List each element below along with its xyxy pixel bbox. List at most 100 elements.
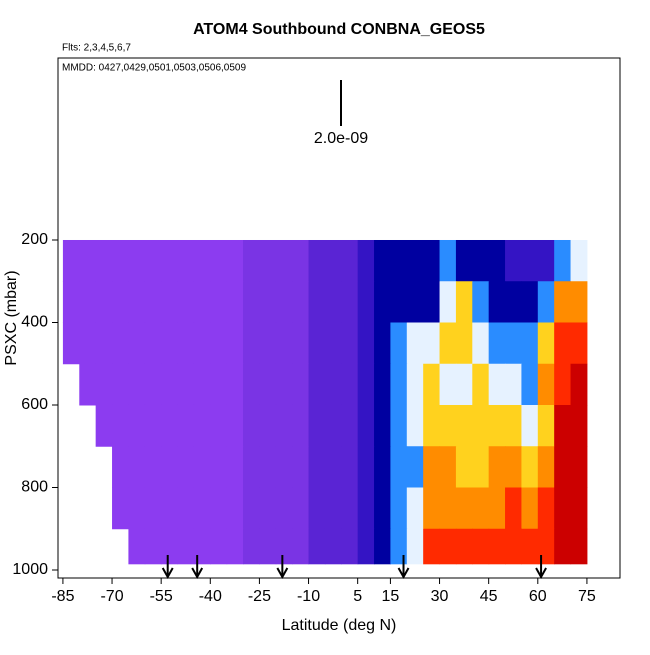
arrow-head bbox=[161, 567, 174, 580]
cell bbox=[79, 281, 97, 323]
cell bbox=[193, 446, 211, 488]
cell bbox=[292, 446, 310, 488]
cell bbox=[439, 404, 457, 447]
cell bbox=[537, 322, 555, 365]
y-tick-label: 600 bbox=[21, 396, 48, 413]
cell bbox=[357, 487, 375, 530]
cell bbox=[324, 281, 342, 323]
cell bbox=[472, 487, 490, 530]
cell bbox=[390, 446, 408, 488]
cell bbox=[390, 239, 408, 282]
cell bbox=[308, 404, 326, 447]
cell bbox=[259, 281, 277, 323]
cell bbox=[177, 446, 195, 488]
cell bbox=[177, 363, 195, 406]
cell bbox=[374, 281, 391, 323]
cell bbox=[95, 363, 113, 406]
cell bbox=[177, 487, 195, 530]
cell bbox=[357, 322, 375, 365]
cell bbox=[275, 363, 293, 406]
cell bbox=[193, 363, 211, 406]
annotation: MMDD: 0427,0429,0501,0503,0506,0509 bbox=[62, 63, 246, 74]
cell bbox=[521, 446, 539, 488]
cell bbox=[521, 239, 539, 282]
cell bbox=[357, 281, 375, 323]
cell bbox=[488, 322, 506, 365]
cell bbox=[128, 281, 146, 323]
cell bbox=[357, 239, 375, 282]
cell bbox=[308, 528, 326, 565]
cell bbox=[275, 322, 293, 365]
heatmap bbox=[62, 239, 588, 565]
cell bbox=[193, 487, 211, 530]
cell bbox=[537, 446, 555, 488]
x-tick-label: -85 bbox=[51, 588, 74, 605]
chart-title: ATOM4 Southbound CONBNA_GEOS5 bbox=[193, 21, 485, 38]
cell bbox=[177, 322, 195, 365]
cell bbox=[324, 487, 342, 530]
cell bbox=[62, 322, 80, 365]
cell bbox=[423, 281, 441, 323]
cell bbox=[472, 528, 490, 565]
cell bbox=[292, 322, 310, 365]
cell bbox=[521, 528, 539, 565]
cell bbox=[521, 322, 539, 365]
cell bbox=[374, 404, 391, 447]
y-tick-label: 200 bbox=[21, 231, 48, 248]
cell bbox=[406, 446, 424, 488]
cell bbox=[210, 281, 228, 323]
cell bbox=[112, 239, 129, 282]
cell bbox=[259, 528, 277, 565]
cell bbox=[210, 404, 228, 447]
cell bbox=[243, 322, 260, 365]
cell bbox=[161, 239, 179, 282]
cell bbox=[161, 404, 179, 447]
cell bbox=[161, 281, 179, 323]
cell bbox=[275, 239, 293, 282]
cell bbox=[455, 363, 473, 406]
cell bbox=[455, 404, 473, 447]
x-tick-label: 75 bbox=[578, 588, 596, 605]
cell bbox=[144, 322, 162, 365]
cell bbox=[161, 446, 179, 488]
cell bbox=[144, 363, 162, 406]
cell bbox=[406, 528, 424, 565]
arrow-head bbox=[276, 567, 289, 580]
cell bbox=[521, 404, 539, 447]
cell bbox=[439, 322, 457, 365]
cell bbox=[423, 528, 441, 565]
cell bbox=[210, 239, 228, 282]
cell bbox=[292, 239, 310, 282]
cell bbox=[537, 487, 555, 530]
cell bbox=[259, 322, 277, 365]
cell bbox=[455, 487, 473, 530]
cell bbox=[177, 281, 195, 323]
cell bbox=[406, 322, 424, 365]
flight-arrow bbox=[276, 555, 289, 580]
cell bbox=[406, 363, 424, 406]
flight-arrow bbox=[191, 555, 204, 580]
cell bbox=[243, 239, 260, 282]
cell bbox=[554, 404, 572, 447]
flight-arrow bbox=[161, 555, 174, 580]
cell bbox=[570, 363, 588, 406]
cell bbox=[144, 528, 162, 565]
cell bbox=[488, 487, 506, 530]
cell bbox=[439, 281, 457, 323]
cell bbox=[505, 404, 522, 447]
cell bbox=[128, 239, 146, 282]
cell bbox=[357, 446, 375, 488]
cell bbox=[161, 528, 179, 565]
cell bbox=[144, 239, 162, 282]
cell bbox=[292, 404, 310, 447]
cell bbox=[259, 404, 277, 447]
cell bbox=[144, 487, 162, 530]
cell bbox=[62, 281, 80, 323]
cell bbox=[308, 363, 326, 406]
cell bbox=[423, 404, 441, 447]
cell bbox=[488, 281, 506, 323]
cell bbox=[292, 528, 310, 565]
cell bbox=[406, 487, 424, 530]
x-tick-label: 30 bbox=[431, 588, 449, 605]
cell bbox=[554, 281, 572, 323]
